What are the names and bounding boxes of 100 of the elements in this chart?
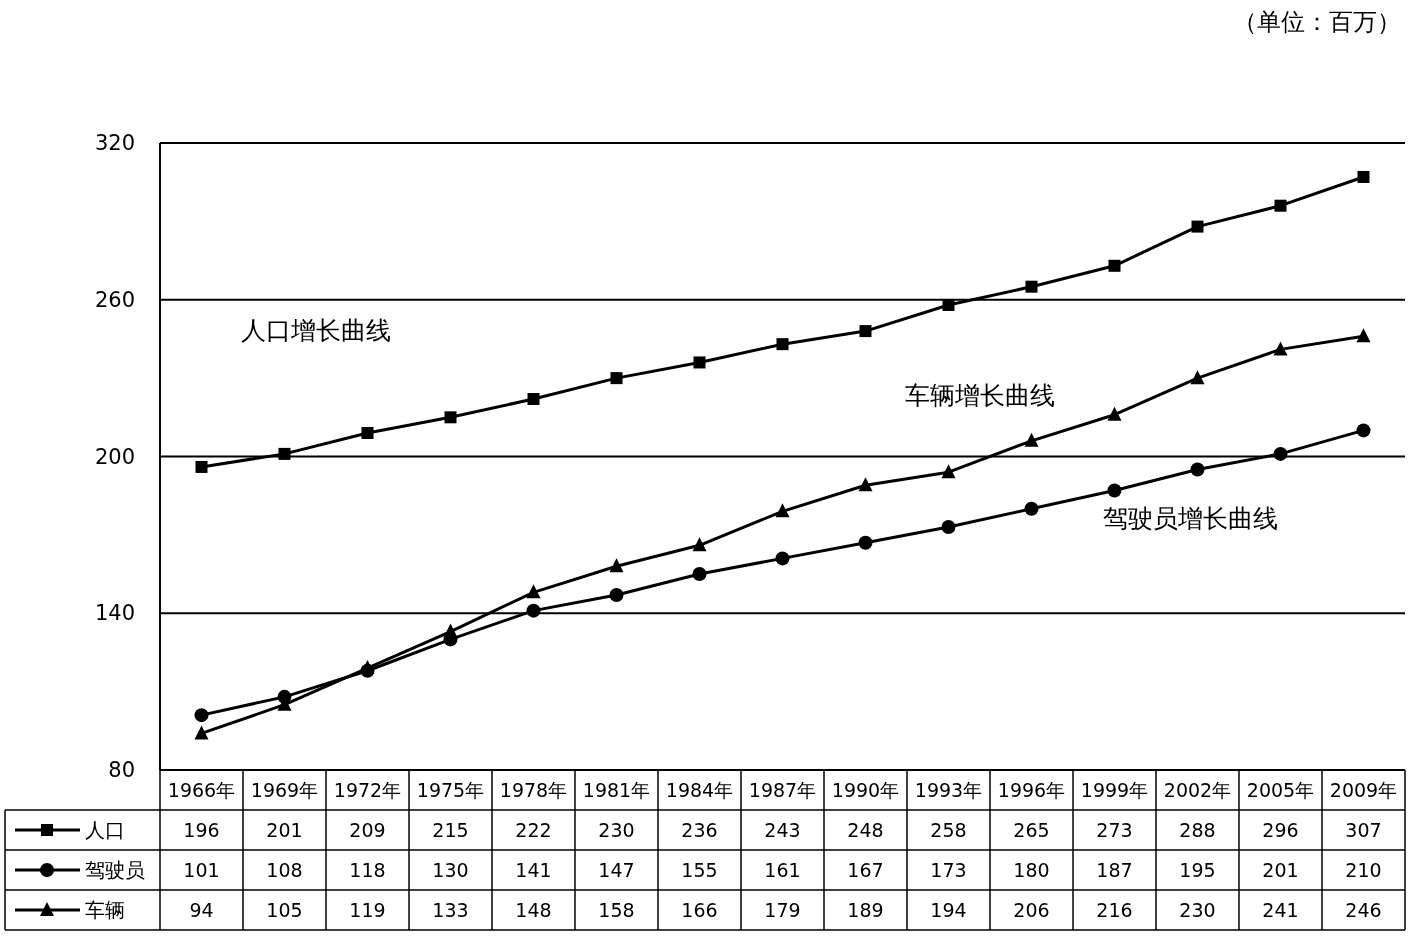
legend-label: 驾驶员	[85, 858, 145, 882]
point	[1025, 280, 1038, 293]
point	[776, 338, 789, 351]
point	[1356, 423, 1371, 438]
annotation: 人口增长曲线	[241, 315, 391, 345]
data-label: 241	[1262, 899, 1299, 921]
x-tick-label: 1993年	[914, 779, 983, 801]
point	[1108, 259, 1121, 272]
point	[693, 356, 706, 369]
data-label: 167	[847, 859, 884, 881]
point	[941, 520, 956, 535]
data-label: 94	[189, 899, 214, 921]
data-label: 230	[598, 819, 635, 841]
point	[1024, 501, 1039, 516]
point	[194, 725, 209, 740]
data-label: 118	[349, 859, 386, 881]
y-tick-label: 140	[94, 601, 135, 626]
point	[941, 464, 956, 479]
text: （单位：百万）	[1233, 8, 1401, 36]
data-label: 210	[1345, 859, 1382, 881]
legend-label: 人口	[85, 818, 125, 842]
point	[1107, 483, 1122, 498]
y-tick-label: 80	[108, 758, 135, 782]
data-label: 209	[349, 819, 386, 841]
data-label: 230	[1179, 899, 1216, 921]
point	[444, 411, 457, 424]
point	[194, 708, 209, 723]
annotation: 车辆增长曲线	[905, 380, 1055, 410]
x-tick-label: 1978年	[499, 779, 568, 801]
data-label: 201	[1262, 859, 1299, 881]
point	[526, 603, 541, 618]
point	[1273, 341, 1288, 356]
data-label: 166	[681, 899, 718, 921]
point	[1190, 462, 1205, 477]
data-label: 243	[764, 819, 801, 841]
point	[1273, 446, 1288, 461]
y-tick-label: 260	[94, 287, 135, 312]
point	[1274, 199, 1287, 212]
data-label: 179	[764, 899, 801, 921]
point	[692, 537, 707, 552]
point	[859, 325, 872, 338]
x-tick-label: 1999年	[1080, 779, 1149, 801]
data-label: 101	[183, 859, 220, 881]
data-label: 196	[183, 819, 220, 841]
data-label: 201	[266, 819, 303, 841]
point	[1024, 432, 1039, 447]
y-tick-label: 320	[94, 131, 135, 155]
data-label: 195	[1179, 859, 1216, 881]
point	[526, 584, 541, 599]
x-tick-label: 1984年	[665, 779, 734, 801]
data-label: 187	[1096, 859, 1133, 881]
data-label: 248	[847, 819, 884, 841]
data-label: 215	[432, 819, 469, 841]
legend-label: 车辆	[85, 898, 125, 922]
annotation: 驾驶员增长曲线	[1102, 503, 1278, 533]
point	[361, 426, 374, 439]
point	[527, 393, 540, 406]
data-label: 189	[847, 899, 884, 921]
point	[1107, 406, 1122, 421]
data-label: 246	[1345, 899, 1382, 921]
data-label: 147	[598, 859, 635, 881]
data-label: 130	[432, 859, 469, 881]
point	[609, 558, 624, 573]
data-label: 194	[930, 899, 967, 921]
data-label: 216	[1096, 899, 1133, 921]
data-label: 273	[1096, 819, 1133, 841]
point	[278, 447, 291, 460]
data-label: 161	[764, 859, 801, 881]
data-label: 119	[349, 899, 386, 921]
x-tick-label: 2009年	[1329, 779, 1398, 801]
data-label: 158	[598, 899, 635, 921]
point	[775, 503, 790, 518]
x-tick-label: 1990年	[831, 779, 900, 801]
x-tick-label: 1996年	[997, 779, 1066, 801]
x-tick-label: 1966年	[167, 779, 236, 801]
point	[195, 460, 208, 473]
data-label: 105	[266, 899, 303, 921]
point	[443, 623, 458, 638]
data-label: 236	[681, 819, 718, 841]
data-label: 173	[930, 859, 967, 881]
point	[692, 567, 707, 582]
x-tick-label: 1972年	[333, 779, 402, 801]
point	[775, 551, 790, 566]
data-label: 265	[1013, 819, 1050, 841]
x-tick-label: 2005年	[1246, 779, 1315, 801]
data-label: 141	[515, 859, 552, 881]
data-label: 258	[930, 819, 967, 841]
point	[609, 587, 624, 602]
x-tick-label: 1981年	[582, 779, 651, 801]
data-label: 148	[515, 899, 552, 921]
point	[1356, 328, 1371, 343]
data-label: 307	[1345, 819, 1382, 841]
x-tick-label: 2002年	[1163, 779, 1232, 801]
data-label: 296	[1262, 819, 1299, 841]
data-label: 155	[681, 859, 718, 881]
x-tick-label: 1969年	[250, 779, 319, 801]
point	[610, 372, 623, 385]
point	[1357, 170, 1370, 183]
point	[858, 535, 873, 550]
point	[1191, 220, 1204, 233]
